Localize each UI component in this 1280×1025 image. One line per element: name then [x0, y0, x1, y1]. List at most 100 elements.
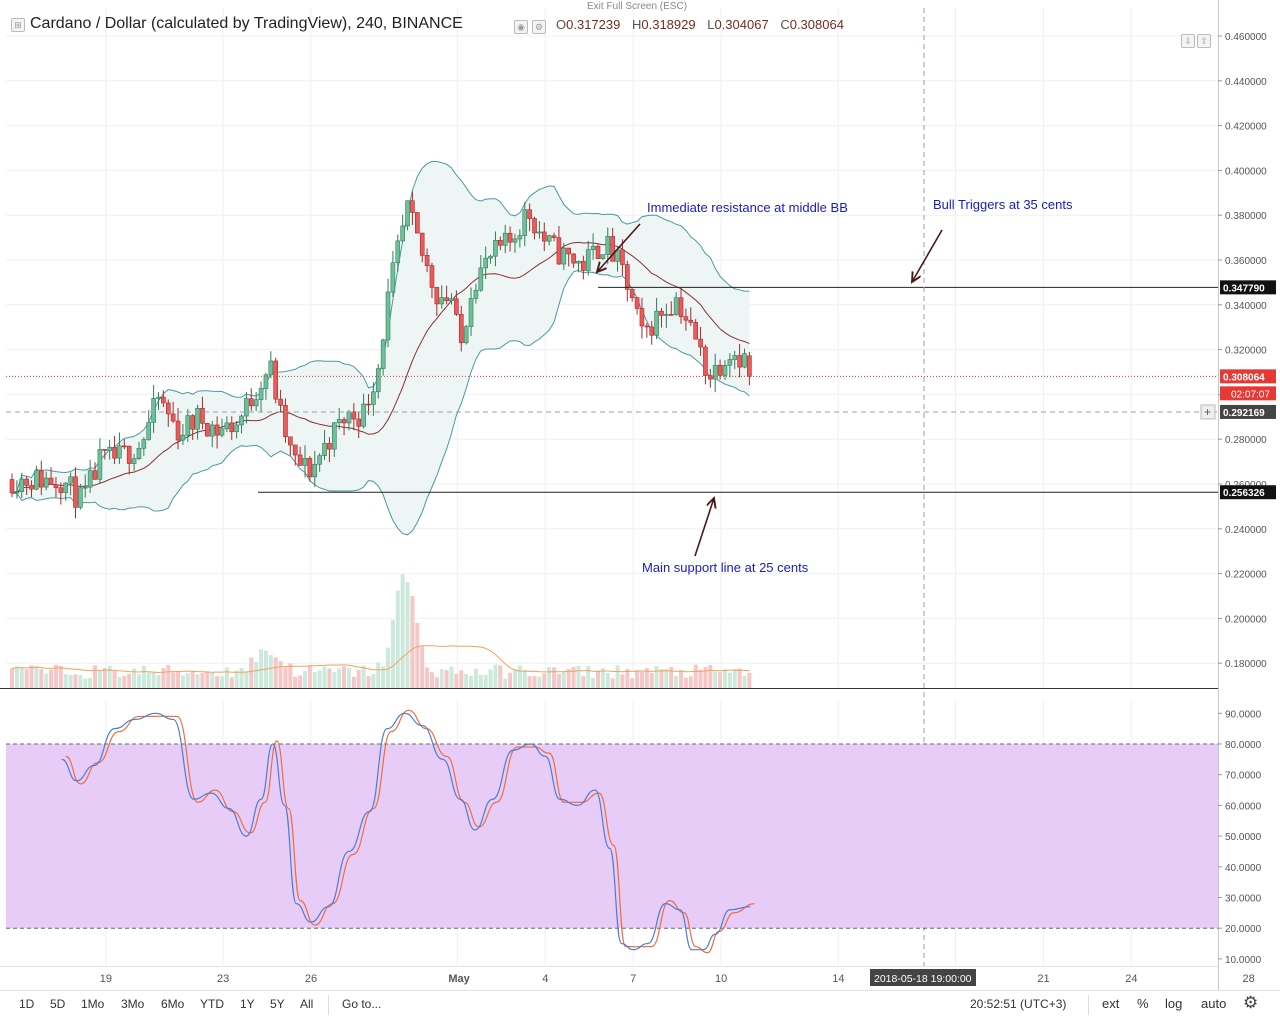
- candle-body: [649, 326, 655, 336]
- range-ytd-button[interactable]: YTD: [200, 997, 224, 1011]
- candle-body: [405, 200, 410, 227]
- auto-toggle[interactable]: auto: [1201, 996, 1227, 1011]
- volume-bar: [259, 649, 264, 688]
- volume-bar: [703, 666, 708, 688]
- arrow-resistance: [597, 223, 641, 272]
- scroll-down-icon[interactable]: ⇩: [1181, 34, 1195, 48]
- volume-bar: [244, 670, 249, 688]
- volume-bar: [205, 671, 210, 688]
- range-5d-button[interactable]: 5D: [50, 997, 66, 1011]
- crosshair-price-label-box: [1220, 404, 1276, 419]
- candle-body: [683, 316, 689, 321]
- scroll-up-icon[interactable]: ⇧: [1197, 34, 1211, 48]
- collapse-icon[interactable]: ⊞: [11, 18, 25, 32]
- annotation-bull-trigger: Bull Triggers at 35 cents: [933, 197, 1073, 212]
- volume-bar: [459, 670, 464, 688]
- volume-bar: [747, 672, 752, 688]
- candle-body: [253, 399, 259, 407]
- volume-bar: [649, 673, 654, 688]
- volume-bar: [53, 664, 58, 688]
- range-3mo-button[interactable]: 3Mo: [121, 997, 145, 1011]
- candle-body: [561, 247, 567, 265]
- volume-bar: [342, 666, 347, 688]
- volume-bar: [449, 666, 454, 688]
- range-1y-button[interactable]: 1Y: [240, 997, 255, 1011]
- ohlc-close-label: C: [780, 17, 790, 32]
- candle-body: [29, 485, 34, 490]
- volume-bar: [151, 672, 156, 688]
- volume-bar: [376, 662, 381, 688]
- volume-bar: [327, 668, 332, 688]
- volume-bar: [293, 676, 298, 688]
- candle-body: [156, 396, 161, 399]
- candle-body: [449, 298, 454, 301]
- candle-body: [190, 415, 195, 430]
- range-all-button[interactable]: All: [300, 997, 314, 1011]
- bollinger-upper-line: [11, 160, 750, 494]
- candle-body: [78, 487, 83, 508]
- volume-bar: [669, 666, 674, 688]
- volume-bar: [34, 666, 39, 688]
- volume-bar: [381, 666, 386, 688]
- candle-body: [288, 436, 293, 446]
- candle-body: [234, 424, 239, 433]
- volume-bar: [386, 647, 391, 688]
- candle-body: [576, 261, 581, 264]
- volume-bar: [566, 669, 571, 688]
- range-5y-button[interactable]: 5Y: [270, 997, 285, 1011]
- candle-body: [273, 360, 279, 400]
- volume-moving-average: [11, 645, 750, 674]
- candle-body: [327, 443, 332, 450]
- candle-body: [566, 247, 572, 255]
- exit-fullscreen-label[interactable]: Exit Full Screen (ESC): [587, 1, 688, 12]
- candle-body: [551, 235, 557, 238]
- candle-body: [595, 245, 601, 259]
- time-tick-label: 4: [542, 973, 548, 985]
- candle-body: [346, 411, 352, 424]
- candle-body: [537, 231, 542, 234]
- candle-body: [200, 407, 205, 424]
- volume-bar: [693, 664, 698, 688]
- goto-button[interactable]: Go to...: [342, 997, 382, 1011]
- volume-bar: [591, 678, 596, 688]
- volume-bar: [332, 671, 337, 688]
- candle-body: [195, 407, 200, 430]
- volume-bars: [10, 574, 752, 688]
- symbol-title[interactable]: Cardano / Dollar (calculated by TradingV…: [30, 15, 463, 32]
- price-tick-label: 0.360000: [1225, 256, 1267, 267]
- volume-bar: [166, 665, 171, 688]
- volume-bar: [356, 669, 361, 688]
- range-6mo-button[interactable]: 6Mo: [161, 997, 185, 1011]
- gear-icon[interactable]: ⚙: [1243, 993, 1259, 1012]
- volume-bar: [727, 672, 732, 688]
- candle-body: [693, 322, 698, 340]
- crosshair-price-label: 0.292169: [1223, 408, 1265, 419]
- stochastic-k-line: [61, 712, 751, 951]
- ext-toggle[interactable]: ext: [1102, 996, 1120, 1011]
- volume-bar: [469, 675, 474, 688]
- volume-bar: [58, 665, 63, 688]
- volume-bar: [674, 675, 679, 688]
- candle-body: [48, 477, 54, 485]
- stochastic-tick-label: 10.0000: [1225, 955, 1262, 966]
- candle-body: [248, 398, 254, 407]
- candle-body: [161, 396, 166, 404]
- range-1d-button[interactable]: 1D: [19, 997, 35, 1011]
- add-alert-button[interactable]: [1200, 404, 1216, 420]
- chart-canvas[interactable]: Immediate resistance at middle BB Bull Tr…: [0, 0, 1280, 990]
- candle-body: [209, 424, 215, 437]
- candle-body: [165, 402, 171, 415]
- candle-body: [258, 388, 264, 401]
- range-1mo-button[interactable]: 1Mo: [81, 997, 105, 1011]
- log-toggle[interactable]: log: [1165, 996, 1183, 1011]
- stochastic-tick-label: 40.0000: [1225, 863, 1262, 874]
- percent-toggle[interactable]: %: [1137, 996, 1149, 1011]
- eye-icon[interactable]: ◉: [514, 20, 528, 34]
- countdown-label: 02:07:07: [1231, 389, 1270, 400]
- candle-body: [424, 255, 430, 266]
- price-tick-label: 0.420000: [1225, 122, 1267, 133]
- settings-icon[interactable]: ⚙: [532, 20, 546, 34]
- volume-bar: [122, 676, 127, 688]
- volume-bar: [249, 657, 254, 688]
